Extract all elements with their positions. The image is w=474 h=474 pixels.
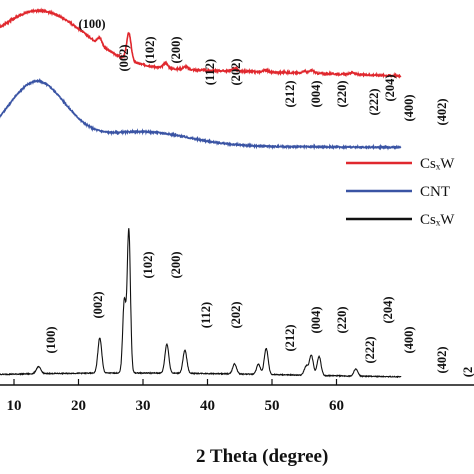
peak-label-bottom: (2	[461, 367, 474, 377]
legend-label-red: CsₓW	[420, 156, 455, 172]
x-axis-ticks: 10 20 30 40 50 60	[7, 379, 344, 414]
peak-label-bottom: (102)	[141, 251, 155, 278]
series-line-0	[0, 7, 402, 79]
x-tick-label: 40	[200, 398, 215, 414]
x-axis-title: 2 Theta (degree)	[196, 446, 328, 467]
peak-label-bottom: (212)	[283, 324, 297, 351]
peak-label-bottom: (200)	[169, 251, 183, 278]
peak-label-bottom: (202)	[229, 301, 243, 328]
peak-label-bottom: (004)	[309, 306, 323, 333]
peak-label-top: (402)	[435, 98, 449, 125]
legend-label-cnt: CNT	[420, 184, 450, 200]
peak-annotations: (100) (002) (102) (200) (112) (202) (212) (004)…	[44, 17, 474, 377]
x-tick-label: 20	[71, 398, 86, 414]
peak-label-bottom: (204)	[381, 296, 395, 323]
x-tick-label: 60	[329, 398, 344, 414]
peak-label-top: (102)	[143, 36, 157, 63]
peak-label-top: (100)	[78, 17, 105, 31]
peak-label-bottom: (100)	[44, 326, 58, 353]
peak-label-top: (004)	[309, 80, 323, 107]
x-tick-label: 50	[265, 398, 280, 414]
legend: CsₓW CNT CsₓW	[346, 156, 455, 228]
peak-label-top: (002)	[117, 44, 131, 71]
peak-label-bottom: (222)	[363, 336, 377, 363]
peak-label-top: (400)	[402, 94, 416, 121]
peak-label-top: (112)	[203, 59, 217, 85]
legend-label-black: CsₓW	[420, 212, 455, 228]
peak-label-top: (204)	[383, 74, 397, 101]
peak-label-bottom: (002)	[91, 291, 105, 318]
series-line-1	[0, 78, 402, 151]
series-line-2	[0, 228, 402, 379]
peak-label-top: (200)	[169, 36, 183, 63]
peak-label-top: (202)	[229, 58, 243, 85]
peak-label-top: (212)	[283, 80, 297, 107]
x-tick-label: 10	[7, 398, 22, 414]
peak-label-top: (220)	[335, 80, 349, 107]
peak-label-bottom: (400)	[402, 326, 416, 353]
spectrum-curves	[0, 7, 402, 379]
peak-label-bottom: (220)	[335, 306, 349, 333]
peak-label-top: (222)	[367, 88, 381, 115]
x-tick-label: 30	[136, 398, 151, 414]
peak-label-bottom: (112)	[199, 302, 213, 328]
peak-label-bottom: (402)	[435, 346, 449, 373]
